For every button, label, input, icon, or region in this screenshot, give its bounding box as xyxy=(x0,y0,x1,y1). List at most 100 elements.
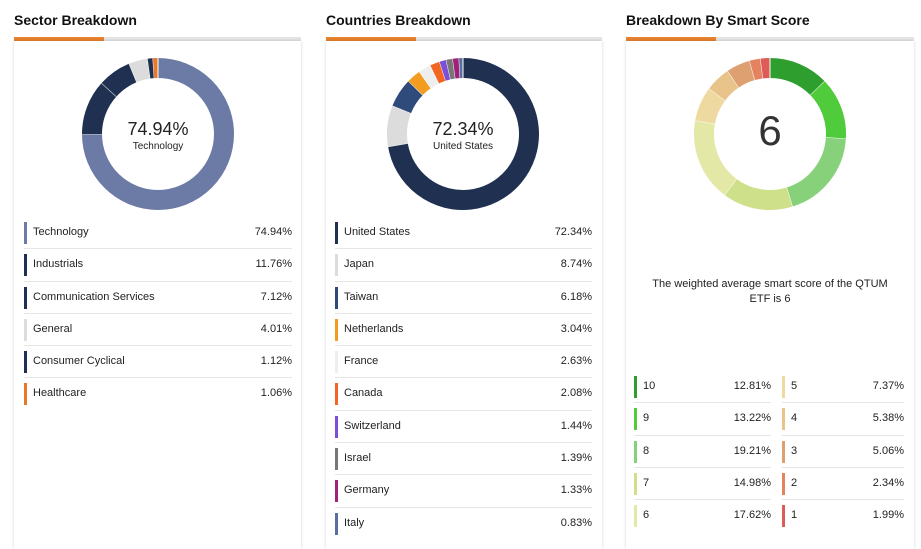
donut-slice-industrials[interactable] xyxy=(82,83,117,135)
legend-row: Italy 0.83% xyxy=(335,508,592,540)
sector-card xyxy=(14,41,301,549)
legend-swatch xyxy=(335,480,338,503)
donut-slice-france[interactable] xyxy=(419,65,440,89)
legend-swatch xyxy=(335,383,338,406)
legend-label: Israel xyxy=(344,452,371,465)
sector-center-label: Technology xyxy=(132,141,184,152)
legend-swatch xyxy=(634,440,637,463)
donut-slice-separator xyxy=(825,137,846,140)
legend-row: Germany 1.33% xyxy=(335,475,592,508)
legend-label: Germany xyxy=(344,484,390,497)
donut-slice-8[interactable] xyxy=(786,137,846,207)
legend-swatch xyxy=(634,376,637,398)
legend-value: 1.99% xyxy=(872,509,904,522)
donut-slice-4[interactable] xyxy=(709,70,740,101)
legend-label: Japan xyxy=(344,258,374,271)
legend-value: 1.12% xyxy=(260,355,292,368)
donut-slice-10[interactable] xyxy=(769,58,825,96)
donut-slice-separator xyxy=(408,80,424,96)
legend-swatch xyxy=(24,254,27,277)
legend-value: 2.63% xyxy=(560,355,592,368)
donut-slice-taiwan[interactable] xyxy=(392,81,424,114)
legend-swatch xyxy=(782,376,785,398)
legend-swatch xyxy=(634,408,637,431)
legend-swatch xyxy=(634,505,637,528)
smart-title-underline xyxy=(626,37,914,41)
donut-slice-netherlands[interactable] xyxy=(408,71,432,96)
legend-swatch xyxy=(634,472,637,495)
donut-slice-7[interactable] xyxy=(724,178,793,210)
legend-label: 8 xyxy=(643,444,650,457)
legend-value: 12.81% xyxy=(733,380,771,392)
legend-label: Switzerland xyxy=(344,419,401,432)
donut-slice-3[interactable] xyxy=(727,60,756,88)
sector-legend: Technology 74.94% Industrials 11.76% Communi… xyxy=(24,217,292,411)
legend-value: 5.38% xyxy=(872,412,904,425)
legend-row: 4 5.38% xyxy=(782,403,904,436)
legend-row: 6 17.62% xyxy=(634,500,771,532)
legend-row: United States 72.34% xyxy=(335,217,592,250)
donut-slice-separator xyxy=(695,119,715,125)
legend-swatch xyxy=(335,222,338,244)
legend-value: 1.33% xyxy=(560,484,592,497)
legend-swatch xyxy=(335,415,338,438)
donut-slice-israel[interactable] xyxy=(446,58,456,80)
donut-slice-canada[interactable] xyxy=(430,61,446,84)
donut-slice-technology[interactable] xyxy=(82,58,234,210)
donut-slice-switzerland[interactable] xyxy=(439,59,451,81)
legend-label: 2 xyxy=(791,476,798,489)
legend-value: 2.08% xyxy=(560,387,592,400)
countries-title-underline xyxy=(326,37,602,41)
legend-label: 7 xyxy=(643,476,650,489)
legend-swatch xyxy=(335,318,338,341)
legend-swatch xyxy=(335,351,338,374)
smart-title: Breakdown By Smart Score xyxy=(626,12,810,28)
legend-label: Consumer Cyclical xyxy=(33,355,125,368)
donut-slice-1[interactable] xyxy=(760,58,771,79)
countries-title: Countries Breakdown xyxy=(326,12,471,28)
sector-donut-wrap: 74.94% Technology xyxy=(81,57,235,211)
legend-row: 1 1.99% xyxy=(782,500,904,532)
legend-swatch xyxy=(782,472,785,495)
donut-slice-2[interactable] xyxy=(749,58,764,81)
donut-slice-united-states[interactable] xyxy=(388,58,539,210)
legend-value: 0.83% xyxy=(560,516,592,529)
donut-slice-separator xyxy=(429,65,440,84)
donut-slice-separator xyxy=(147,58,151,79)
smart-legend-left: 10 12.81% 9 13.22% 8 19.21% 7 14.98% 6 17.62% xyxy=(634,371,771,532)
sector-donut-chart xyxy=(81,58,234,210)
donut-slice-communication-services[interactable] xyxy=(101,63,138,97)
sector-title-underline xyxy=(14,37,301,41)
donut-slice-germany[interactable] xyxy=(452,58,461,79)
donut-slice-6[interactable] xyxy=(694,120,737,195)
donut-slice-general[interactable] xyxy=(129,58,151,83)
legend-label: France xyxy=(344,355,379,368)
donut-slice-japan[interactable] xyxy=(387,105,412,147)
legend-value: 1.39% xyxy=(560,452,592,465)
legend-value: 6.18% xyxy=(560,290,592,303)
legend-row: Technology 74.94% xyxy=(24,217,292,250)
legend-swatch xyxy=(335,254,338,277)
legend-label: United States xyxy=(344,226,411,238)
legend-value: 2.34% xyxy=(872,476,904,489)
legend-label: Industrials xyxy=(33,258,84,271)
legend-swatch xyxy=(24,351,27,374)
legend-row: Netherlands 3.04% xyxy=(335,314,592,347)
legend-row: 3 5.06% xyxy=(782,436,904,468)
legend-swatch xyxy=(24,383,27,406)
smart-legend-right: 5 7.37% 4 5.38% 3 5.06% 2 2.34% 1 1.99% xyxy=(782,371,904,532)
countries-donut-wrap: 72.34% United States xyxy=(386,57,540,211)
legend-value: 4.01% xyxy=(260,322,292,335)
legend-label: Canada xyxy=(344,387,383,400)
legend-swatch xyxy=(335,448,338,471)
legend-row: 10 12.81% xyxy=(634,371,771,404)
countries-panel: Countries Breakdown 72.34% United States… xyxy=(326,0,602,549)
legend-value: 7.37% xyxy=(872,380,904,392)
smart-panel: Breakdown By Smart Score 6 The weighted … xyxy=(626,0,914,549)
countries-center-value: 72.34% xyxy=(432,119,494,139)
donut-slice-5[interactable] xyxy=(695,88,726,125)
countries-card xyxy=(326,41,602,549)
donut-slice-9[interactable] xyxy=(810,81,846,139)
legend-row: Japan 8.74% xyxy=(335,249,592,282)
legend-row: General 4.01% xyxy=(24,314,292,347)
